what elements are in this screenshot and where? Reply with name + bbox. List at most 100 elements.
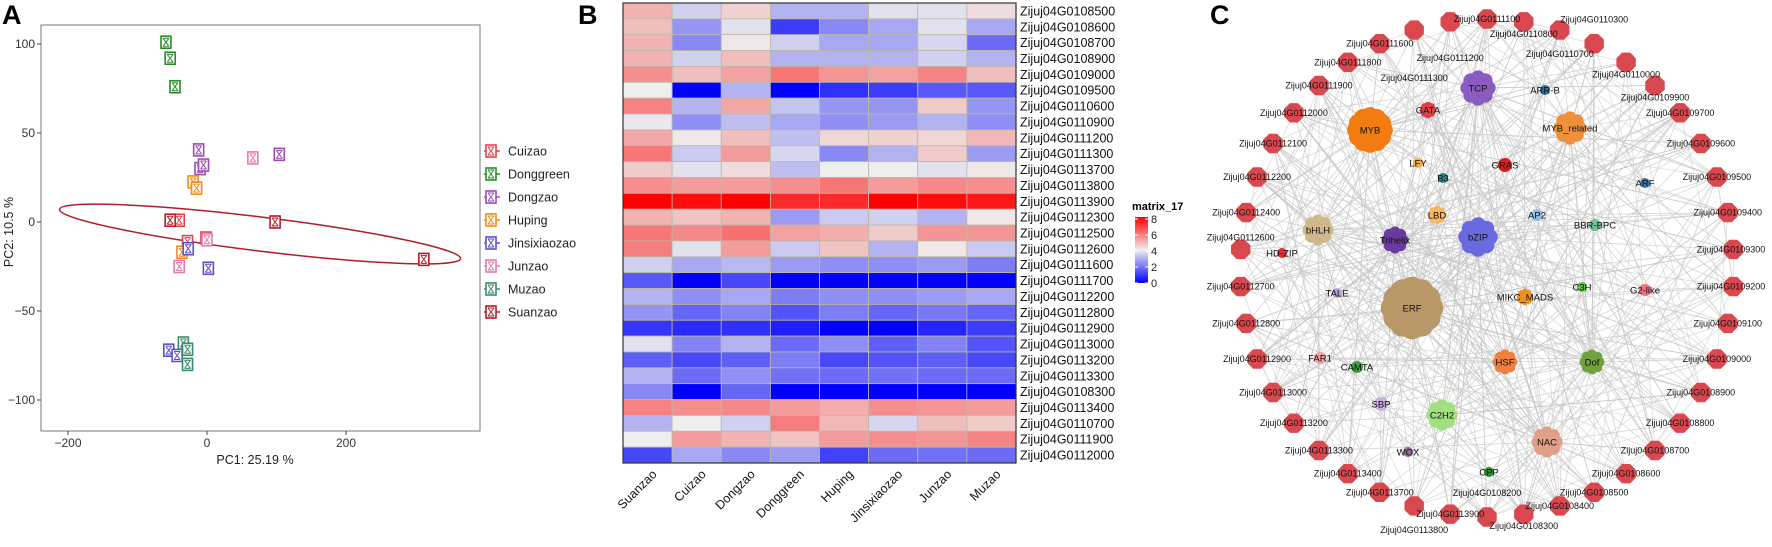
x-tick-label: 0 xyxy=(204,436,211,450)
edge xyxy=(1336,292,1488,518)
edge xyxy=(1293,129,1371,424)
edge xyxy=(1427,109,1488,518)
tf-node-hd-zip: HD-ZIP xyxy=(1266,248,1298,260)
heatmap-cell xyxy=(671,66,722,83)
heatmap-cell xyxy=(671,192,722,210)
edge xyxy=(1272,143,1382,405)
column-label: Cuizao xyxy=(671,467,708,504)
gene-node-octagon xyxy=(1691,133,1711,154)
gene-node xyxy=(1338,464,1358,484)
gene-node-octagon xyxy=(1236,313,1256,334)
tf-node-b3: B3 xyxy=(1437,173,1449,185)
heatmap-cell xyxy=(769,97,820,115)
tf-node-lfy: LFY xyxy=(1409,158,1427,170)
gene-node-label: Zijuj04G0110800 xyxy=(1490,29,1558,39)
gene-node-label: Zijuj04G0112100 xyxy=(1239,139,1307,149)
heatmap-cell xyxy=(769,161,820,178)
gene-node-label: Zijuj04G0108700 xyxy=(1621,446,1690,456)
marker-cross xyxy=(203,235,211,245)
tf-node-erf: ERF xyxy=(1380,276,1444,340)
heatmap-cell xyxy=(868,208,919,226)
edge xyxy=(1411,307,1593,363)
edge xyxy=(1523,21,1718,178)
heatmap-cell xyxy=(720,319,771,337)
gene-node-octagon xyxy=(1550,496,1570,516)
edge xyxy=(1272,143,1349,474)
heatmap-cell xyxy=(966,430,1017,448)
tf-node-label: Trihelix xyxy=(1380,236,1411,247)
suanzao-confidence-ellipse xyxy=(58,203,462,265)
x-tick-label: 200 xyxy=(336,436,356,450)
tf-node-label: ARR-B xyxy=(1530,86,1560,97)
heatmap-cell xyxy=(966,113,1017,131)
gene-node-octagon xyxy=(1404,496,1424,516)
heatmap-cell xyxy=(819,34,870,51)
heatmap-cell xyxy=(966,367,1017,385)
edge xyxy=(1417,21,1451,164)
edge xyxy=(1318,441,1548,451)
edge xyxy=(1273,392,1443,416)
edge xyxy=(1546,422,1681,443)
edge xyxy=(1559,361,1593,507)
heatmap-panel: B Zijuj04G0108500Zijuj04G0108600Zijuj04G… xyxy=(578,0,1183,525)
heatmap-cell xyxy=(819,272,870,289)
gene-node-label: Zijuj04G0109000 xyxy=(1683,354,1752,364)
gene-node-label: Zijuj04G0113300 xyxy=(1285,446,1353,456)
tf-node-label: CAMTA xyxy=(1341,363,1374,374)
row-label: Zijuj04G0112500 xyxy=(1020,227,1114,241)
gene-node-label: Zijuj04G0112900 xyxy=(1223,354,1291,364)
heatmap-cell xyxy=(917,34,968,51)
heatmap-cell xyxy=(868,351,919,369)
column-label: Jinsixiaozao xyxy=(847,467,905,525)
heatmap-cell xyxy=(966,272,1017,289)
gene-node-label: Zijuj04G0113800 xyxy=(1380,525,1448,535)
gene-node-octagon xyxy=(1477,507,1497,527)
heatmap-cell xyxy=(819,145,870,163)
heatmap-cell xyxy=(966,351,1017,369)
edge xyxy=(1347,361,1593,475)
tf-node-core xyxy=(1314,352,1326,364)
edge xyxy=(1593,43,1702,393)
edge xyxy=(1394,21,1451,241)
heatmap-cell xyxy=(622,415,673,432)
heatmap-cell xyxy=(819,208,870,226)
pca-scatter-panel: A 100 50 0 −50 −100 −200 0 200 Cuizao Donggreen D… xyxy=(2,0,576,467)
tf-node-label: CPP xyxy=(1479,468,1499,479)
edge xyxy=(1417,162,1627,474)
edge xyxy=(1379,441,1548,493)
row-label: Zijuj04G0112000 xyxy=(1020,449,1114,463)
marker-cross xyxy=(171,82,179,92)
edge xyxy=(1441,112,1681,416)
edge xyxy=(1240,177,1444,250)
heatmap-cell xyxy=(819,97,870,115)
edge xyxy=(1319,357,1506,363)
heatmap-cell xyxy=(819,2,870,20)
edge xyxy=(1442,177,1734,250)
heatmap-cell xyxy=(819,192,870,210)
heatmap-border xyxy=(622,2,1017,464)
edge xyxy=(1407,451,1560,507)
scatter-points xyxy=(160,35,430,372)
heatmap-cell xyxy=(917,66,968,83)
heatmap-cell xyxy=(622,430,673,448)
edge xyxy=(1317,214,1538,231)
heatmap-cell xyxy=(622,319,673,337)
legend-marker xyxy=(485,144,497,158)
edge xyxy=(1240,62,1349,250)
gene-node xyxy=(1477,507,1497,527)
heatmap-cell xyxy=(819,446,870,464)
edge xyxy=(1569,127,1702,393)
edge xyxy=(1441,236,1479,416)
gene-node-octagon xyxy=(1263,382,1283,403)
edge xyxy=(1411,112,1681,309)
tf-node-core xyxy=(1583,353,1601,371)
edge xyxy=(1318,87,1479,451)
edge xyxy=(1546,286,1583,443)
gene-node-label: Zijuj04G0109700 xyxy=(1646,108,1715,118)
gene-node-label: Zijuj04G0113700 xyxy=(1346,487,1414,497)
edge xyxy=(1581,286,1627,474)
heatmap-cell xyxy=(622,66,673,83)
y-tick-label: −100 xyxy=(8,393,35,407)
gene-node xyxy=(1691,133,1711,154)
edge xyxy=(1317,212,1728,231)
